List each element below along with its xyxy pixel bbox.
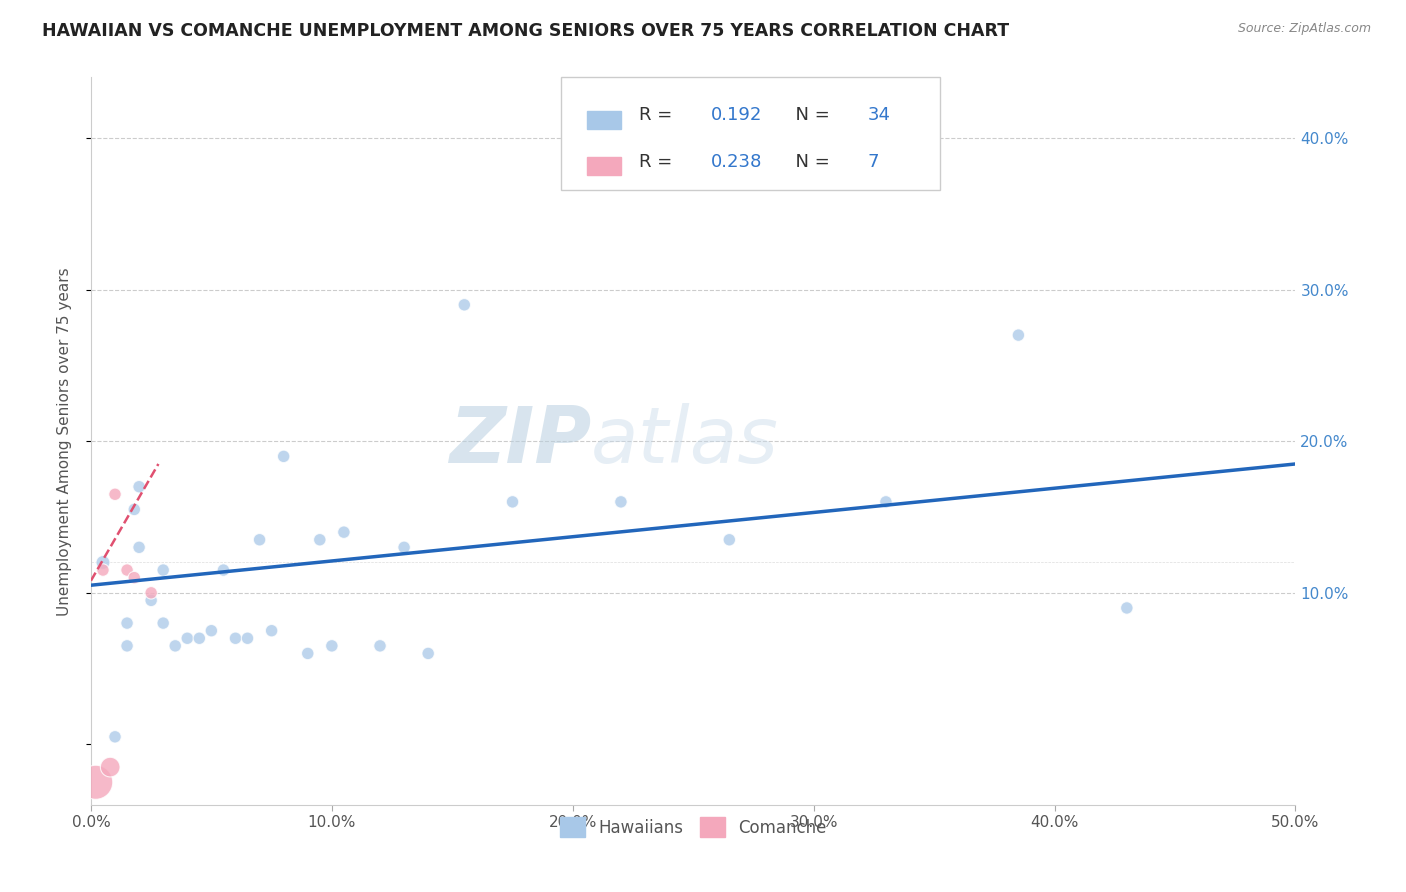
Point: [249, 533, 271, 547]
Point: [115, 563, 138, 577]
Point: [308, 533, 330, 547]
Point: [502, 495, 524, 509]
Text: Source: ZipAtlas.com: Source: ZipAtlas.com: [1237, 22, 1371, 36]
Point: [212, 563, 235, 577]
Point: [124, 571, 146, 585]
Point: [273, 450, 295, 464]
Point: [165, 639, 187, 653]
Text: HAWAIIAN VS COMANCHE UNEMPLOYMENT AMONG SENIORS OVER 75 YEARS CORRELATION CHART: HAWAIIAN VS COMANCHE UNEMPLOYMENT AMONG …: [42, 22, 1010, 40]
Point: [152, 616, 174, 631]
Point: [392, 541, 415, 555]
Point: [115, 639, 138, 653]
Bar: [588, 157, 621, 176]
Point: [453, 298, 475, 312]
Point: [188, 632, 211, 646]
Point: [610, 495, 633, 509]
Point: [115, 616, 138, 631]
Point: [236, 632, 259, 646]
Point: [418, 647, 440, 661]
Text: R =: R =: [638, 153, 678, 170]
Point: [104, 730, 127, 744]
Text: R =: R =: [638, 106, 678, 125]
Point: [875, 495, 897, 509]
Point: [368, 639, 391, 653]
Point: [260, 624, 283, 638]
Point: [141, 586, 163, 600]
Point: [128, 480, 150, 494]
Text: N =: N =: [783, 153, 835, 170]
Point: [128, 541, 150, 555]
Point: [98, 760, 121, 774]
Point: [176, 632, 198, 646]
Bar: [588, 111, 621, 129]
Point: [91, 556, 114, 570]
Point: [1007, 328, 1029, 343]
Point: [321, 639, 343, 653]
Point: [297, 647, 319, 661]
Point: [152, 563, 174, 577]
Point: [84, 775, 107, 789]
Y-axis label: Unemployment Among Seniors over 75 years: Unemployment Among Seniors over 75 years: [58, 267, 72, 615]
Point: [124, 502, 146, 516]
Text: N =: N =: [783, 106, 835, 125]
Legend: Hawaiians, Comanche: Hawaiians, Comanche: [553, 810, 834, 844]
FancyBboxPatch shape: [561, 78, 941, 190]
Text: atlas: atlas: [591, 403, 779, 479]
Point: [141, 593, 163, 607]
Text: ZIP: ZIP: [449, 403, 591, 479]
Text: 7: 7: [868, 153, 879, 170]
Point: [1115, 601, 1137, 615]
Point: [718, 533, 741, 547]
Point: [200, 624, 222, 638]
Text: 34: 34: [868, 106, 891, 125]
Point: [224, 632, 246, 646]
Text: 0.238: 0.238: [711, 153, 762, 170]
Text: 0.192: 0.192: [711, 106, 762, 125]
Point: [91, 563, 114, 577]
Point: [333, 525, 356, 540]
Point: [104, 487, 127, 501]
